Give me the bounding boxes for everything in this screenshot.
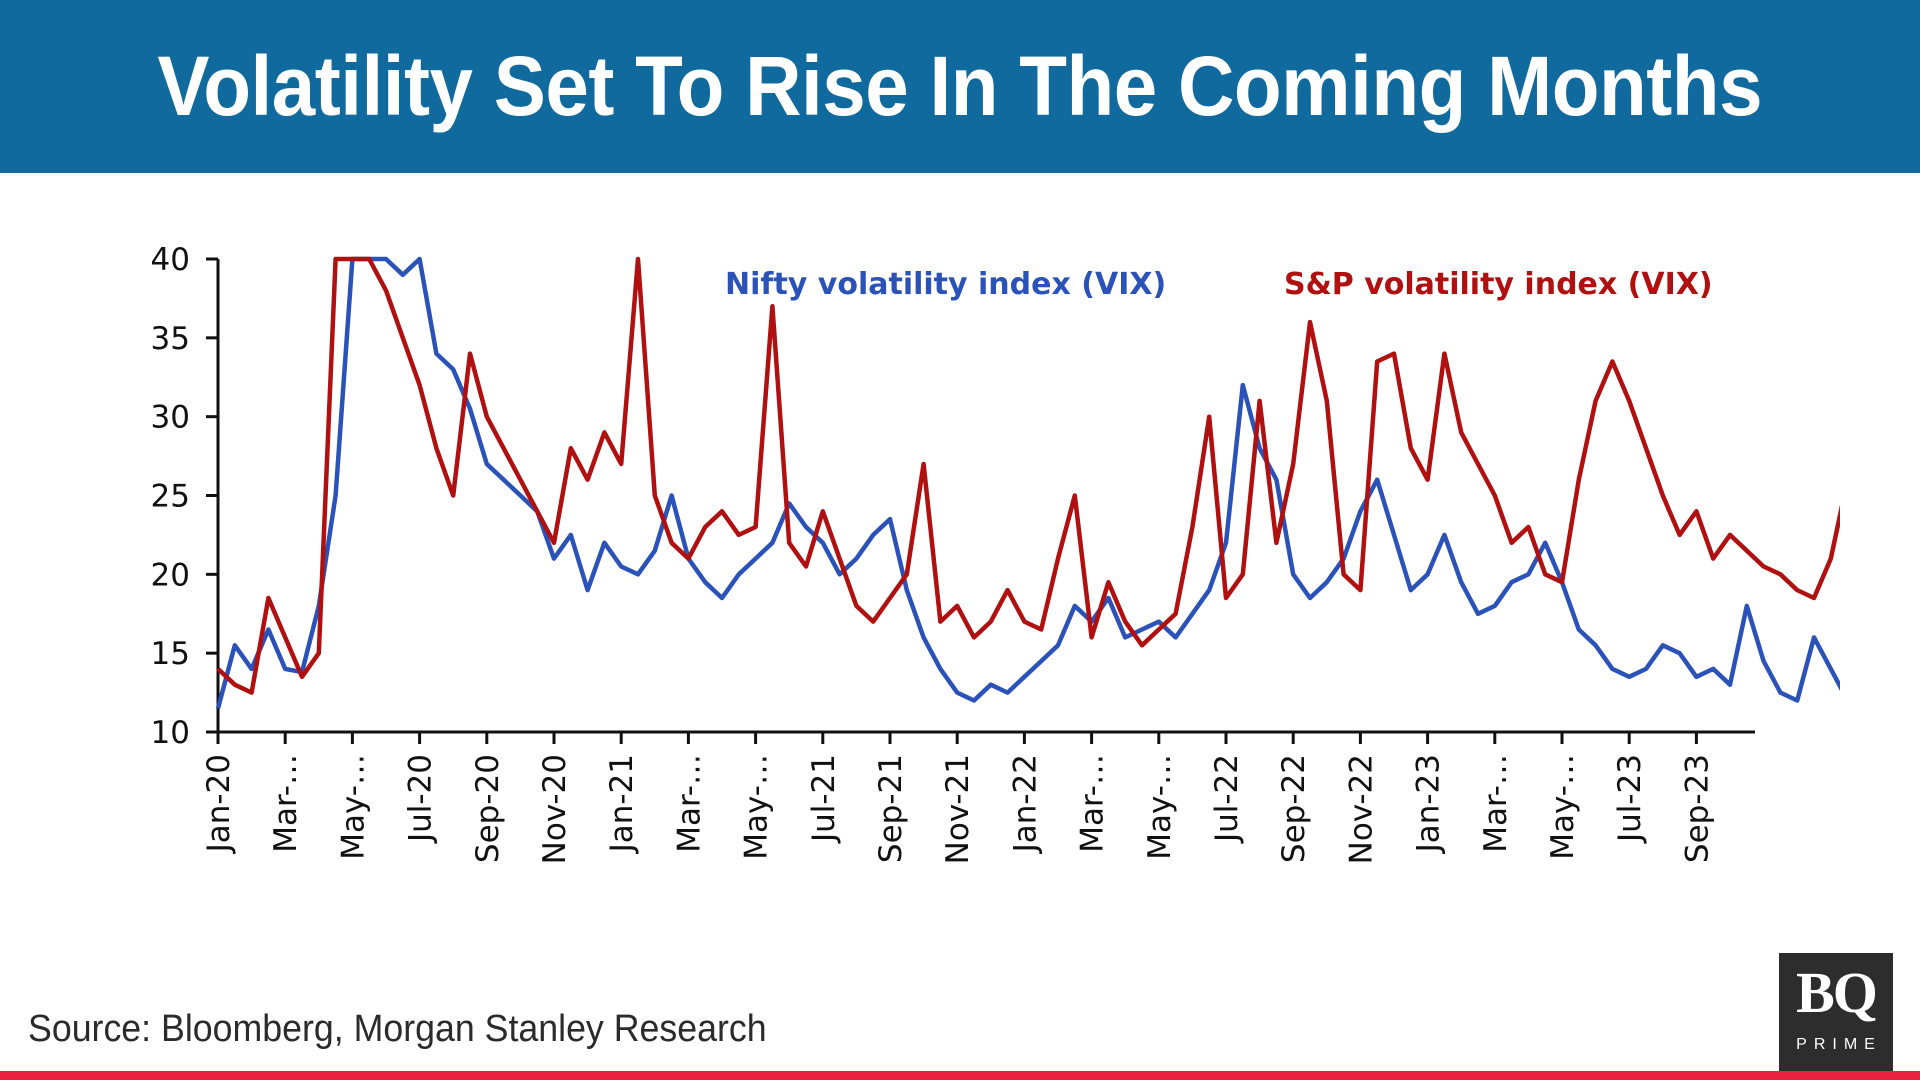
logo-prime-text: PRIME	[1796, 1036, 1882, 1053]
y-tick-label: 15	[151, 636, 190, 672]
x-tick-label: Jul-21	[806, 754, 842, 844]
sp-vix-line	[216, 256, 1840, 695]
volatility-line-chart: 10 15 20 25 30 35 40 Jan-20 Mar-… May-… Jul-20 Sep-…	[151, 242, 1840, 864]
x-tick-label: Nov-21	[940, 754, 976, 864]
y-tick-label: 10	[151, 715, 190, 751]
y-tick-label: 30	[151, 400, 190, 436]
x-tick-label: May-…	[739, 754, 775, 860]
legend-sp: S&P volatility index (VIX)	[1284, 267, 1713, 302]
legend-nifty: Nifty volatility index (VIX)	[725, 267, 1166, 302]
y-tick-label: 40	[151, 242, 190, 278]
header-banner: Volatility Set To Rise In The Coming Mon…	[0, 0, 1920, 173]
x-tick-label: Mar-…	[1478, 754, 1514, 853]
x-tick-label: May-…	[1142, 754, 1178, 860]
y-tick-label: 35	[151, 321, 190, 357]
y-tick-label: 25	[151, 479, 190, 515]
page-title: Volatility Set To Rise In The Coming Mon…	[157, 39, 1763, 133]
source-note: Source: Bloomberg, Morgan Stanley Resear…	[28, 1008, 767, 1050]
x-tick-label: Sep-20	[470, 754, 506, 863]
y-tick-label: 20	[151, 557, 190, 593]
x-tick-label: Sep-21	[873, 754, 909, 863]
x-tick-label: Sep-22	[1276, 754, 1312, 863]
x-tick-label: Mar-…	[268, 754, 304, 853]
x-tick-label: Jul-23	[1612, 754, 1648, 844]
x-tick-label: Jan-22	[1007, 754, 1043, 854]
logo-bq-text: BQ	[1796, 960, 1878, 1025]
x-tick-label: Mar-…	[1075, 754, 1111, 853]
x-tick-label: May-…	[335, 754, 371, 860]
x-tick-label: Mar-…	[671, 754, 707, 853]
bottom-accent-bar	[0, 1071, 1920, 1080]
x-tick-label: Jul-22	[1209, 754, 1245, 844]
x-tick-label: Jan-23	[1411, 754, 1447, 854]
x-tick-label: Sep-23	[1679, 754, 1715, 863]
x-tick-label: Nov-22	[1343, 754, 1379, 864]
x-tick-label: Jul-20	[403, 754, 439, 844]
nifty-vix-line	[215, 256, 1840, 709]
x-tick-label: Jan-21	[604, 754, 640, 854]
x-tick-label: Nov-20	[537, 754, 573, 864]
chart-area: 10 15 20 25 30 35 40 Jan-20 Mar-… May-… Jul-20 Sep-…	[120, 230, 1840, 950]
x-tick-label: Jan-20	[201, 754, 237, 854]
bq-prime-logo: BQ PRIME	[1779, 953, 1893, 1071]
x-tick-label: May-…	[1545, 754, 1581, 860]
